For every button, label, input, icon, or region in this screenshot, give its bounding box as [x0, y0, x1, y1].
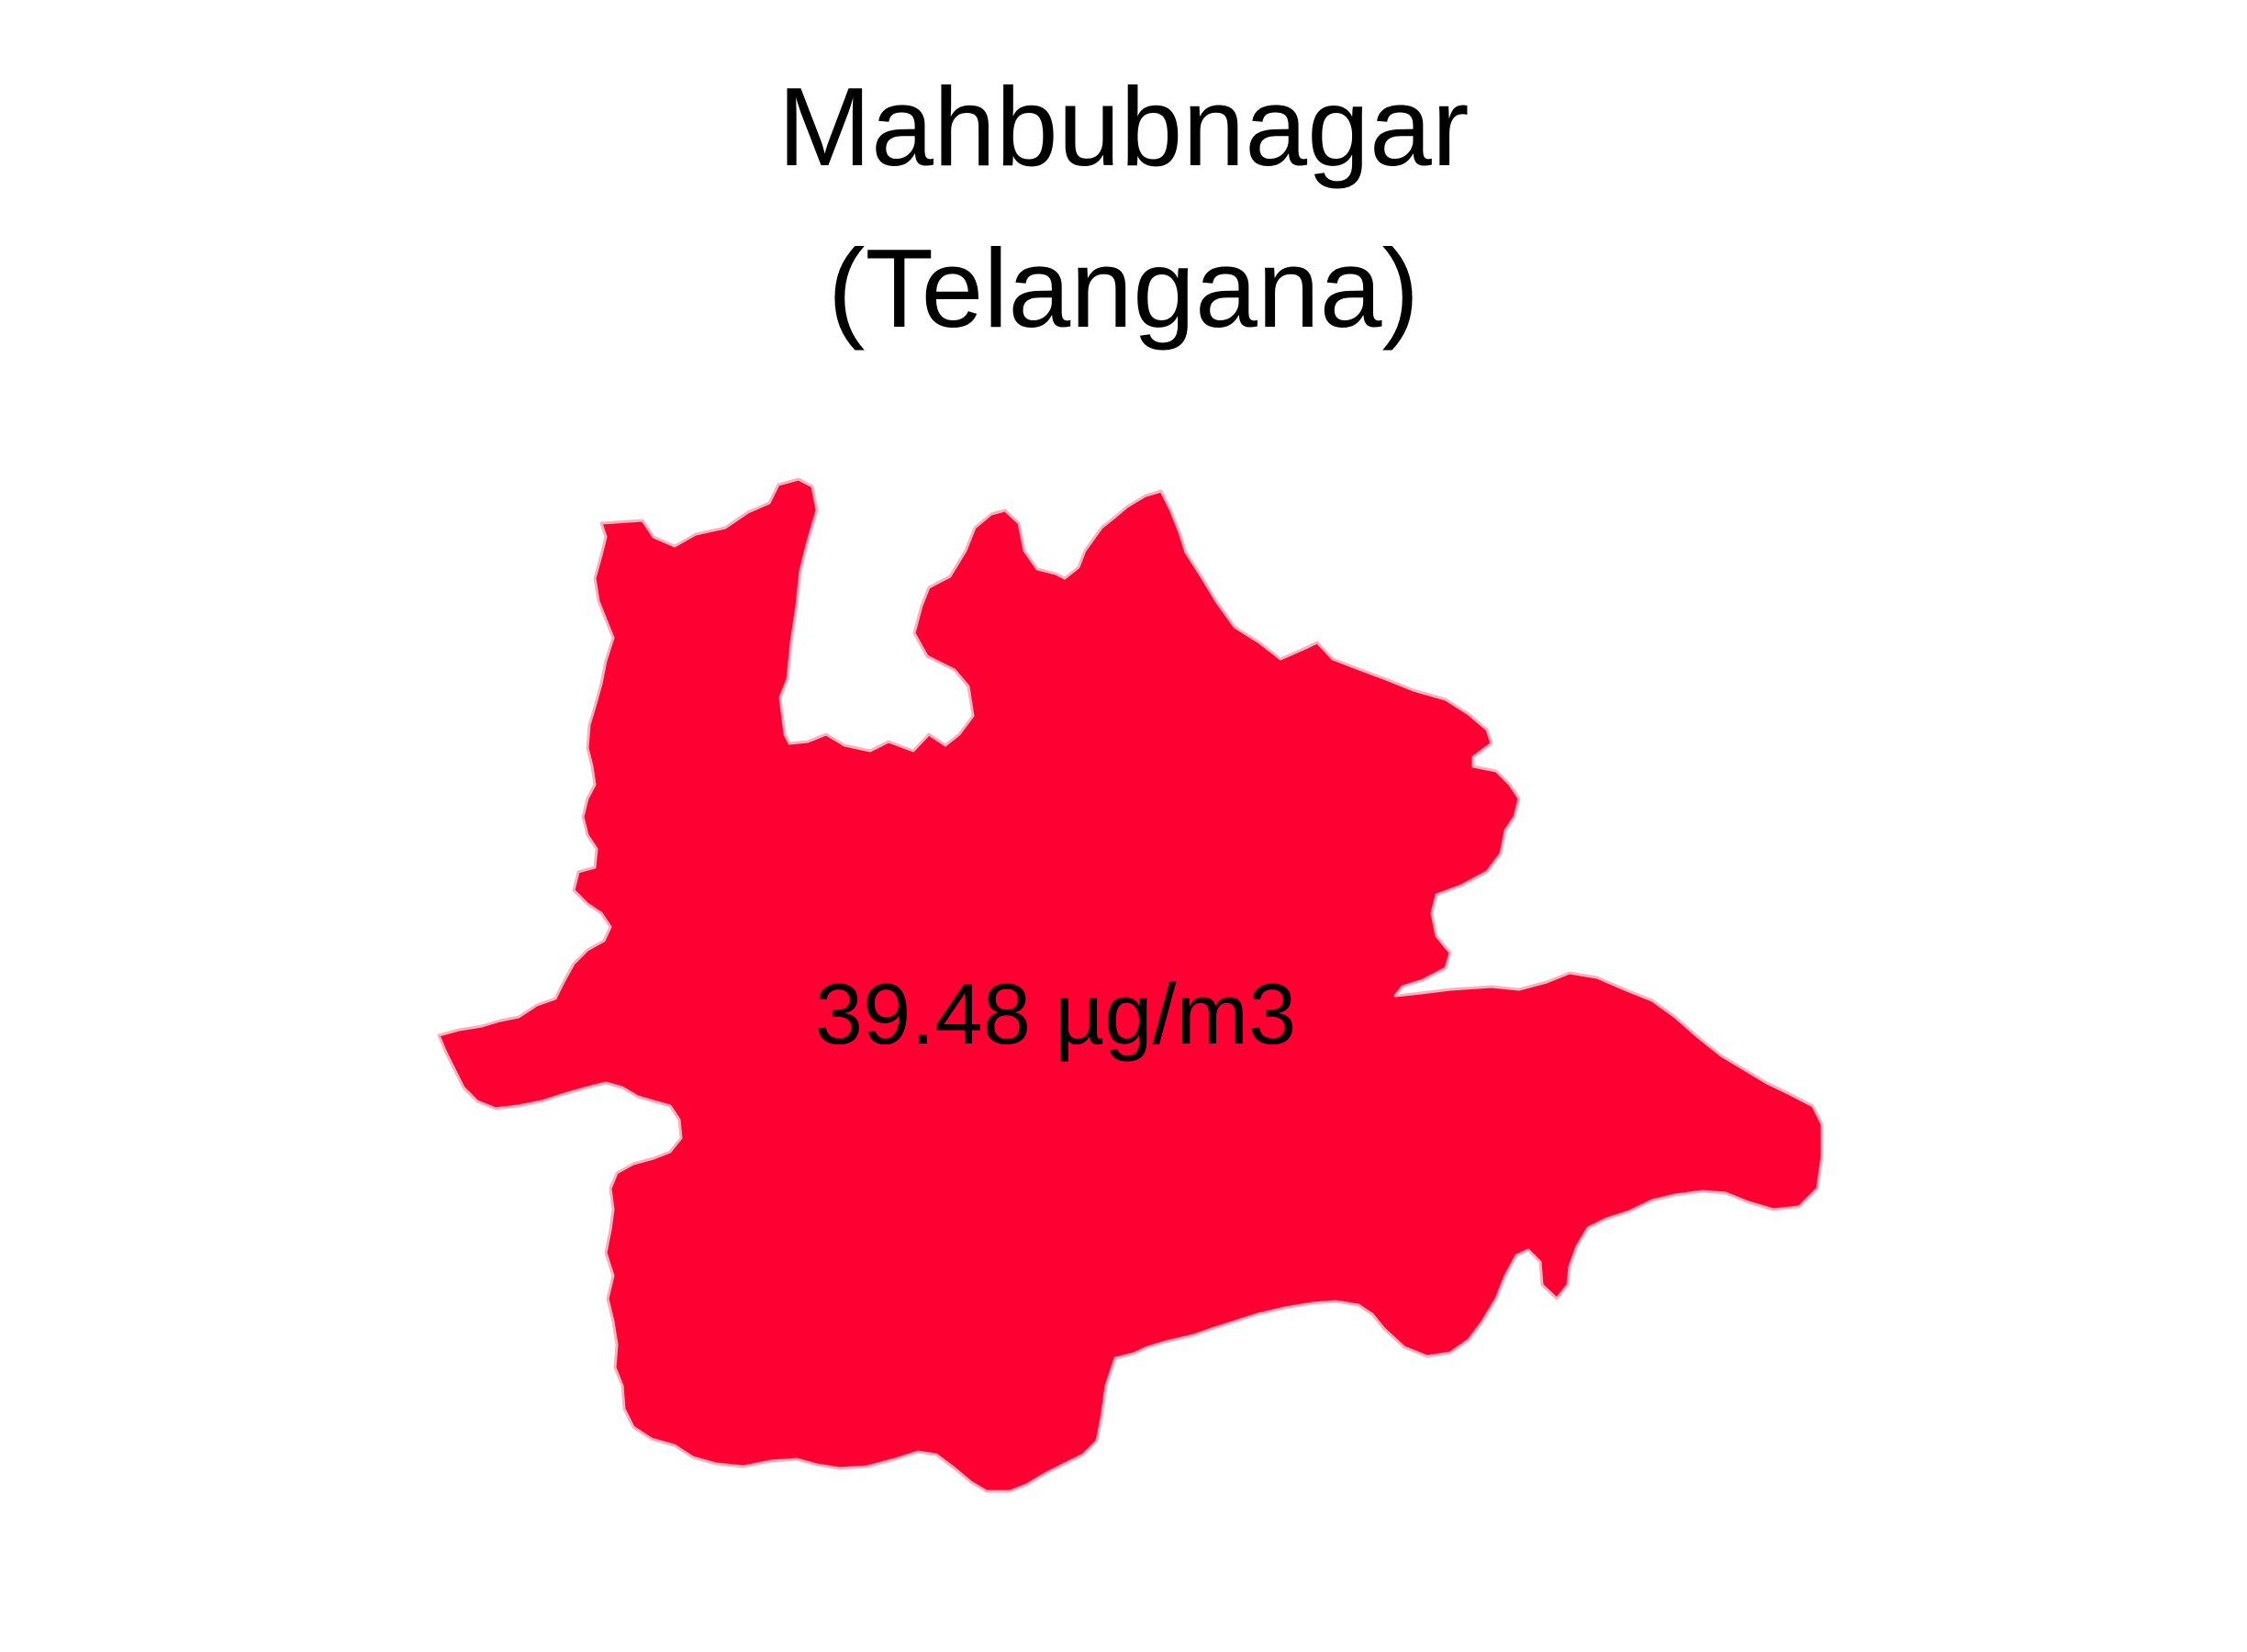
title-district-name: Mahbubnagar — [777, 64, 1470, 189]
pollution-value-label: 39.48 µg/m3 — [814, 966, 1297, 1062]
map-title: Mahbubnagar (Telangana) — [0, 46, 2247, 369]
district-region — [437, 477, 1824, 1493]
title-state-name: (Telangana) — [827, 226, 1420, 351]
